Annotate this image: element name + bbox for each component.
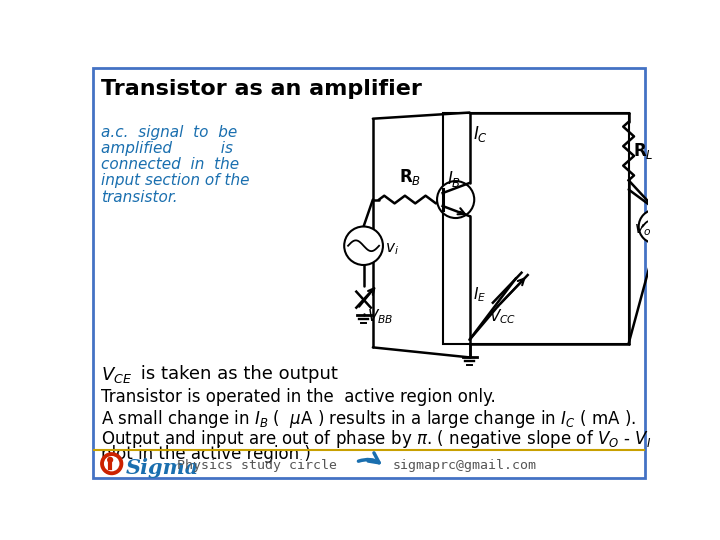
Circle shape <box>639 210 672 244</box>
Circle shape <box>344 226 383 265</box>
Text: Transistor is operated in the  active region only.: Transistor is operated in the active reg… <box>101 388 495 406</box>
Text: Transistor as an amplifier: Transistor as an amplifier <box>101 79 422 99</box>
Text: connected  in  the: connected in the <box>101 157 239 172</box>
Text: sigmaprc@gmail.com: sigmaprc@gmail.com <box>392 459 536 472</box>
Text: a.c.  signal  to  be: a.c. signal to be <box>101 125 237 140</box>
Text: A small change in $I_B$ (  $\mu$A ) results in a large change in $I_C$ ( mA ).: A small change in $I_B$ ( $\mu$A ) resul… <box>101 408 636 430</box>
Circle shape <box>437 181 474 218</box>
Text: $I_C$: $I_C$ <box>474 124 488 144</box>
Text: amplified          is: amplified is <box>101 141 233 156</box>
Text: $I_E$: $I_E$ <box>474 285 487 303</box>
Text: is taken as the output: is taken as the output <box>135 365 338 383</box>
Circle shape <box>107 457 113 463</box>
Text: Physics study circle: Physics study circle <box>177 459 337 472</box>
Bar <box>443 112 629 343</box>
Text: $V_{CC}$: $V_{CC}$ <box>489 307 516 326</box>
Circle shape <box>100 452 123 475</box>
Text: $I_B$: $I_B$ <box>447 169 462 189</box>
Text: Output and input are out of phase by $\pi$. ( negative slope of $V_O$ - $V_I$: Output and input are out of phase by $\p… <box>101 428 652 450</box>
Text: $v_o$: $v_o$ <box>634 222 651 238</box>
Text: $v_i$: $v_i$ <box>385 242 399 258</box>
Circle shape <box>104 456 120 471</box>
Text: $\mathbf{R}_L$: $\mathbf{R}_L$ <box>634 141 654 161</box>
Text: $V_{BB}$: $V_{BB}$ <box>367 307 394 326</box>
Text: Sigma: Sigma <box>126 457 199 477</box>
Text: $V_{CE}$: $V_{CE}$ <box>101 365 132 385</box>
Text: plot in the active region ): plot in the active region ) <box>101 445 311 463</box>
Text: $\mathbf{R}_B$: $\mathbf{R}_B$ <box>399 167 421 187</box>
Text: input section of the: input section of the <box>101 173 249 188</box>
Text: transistor.: transistor. <box>101 190 177 205</box>
